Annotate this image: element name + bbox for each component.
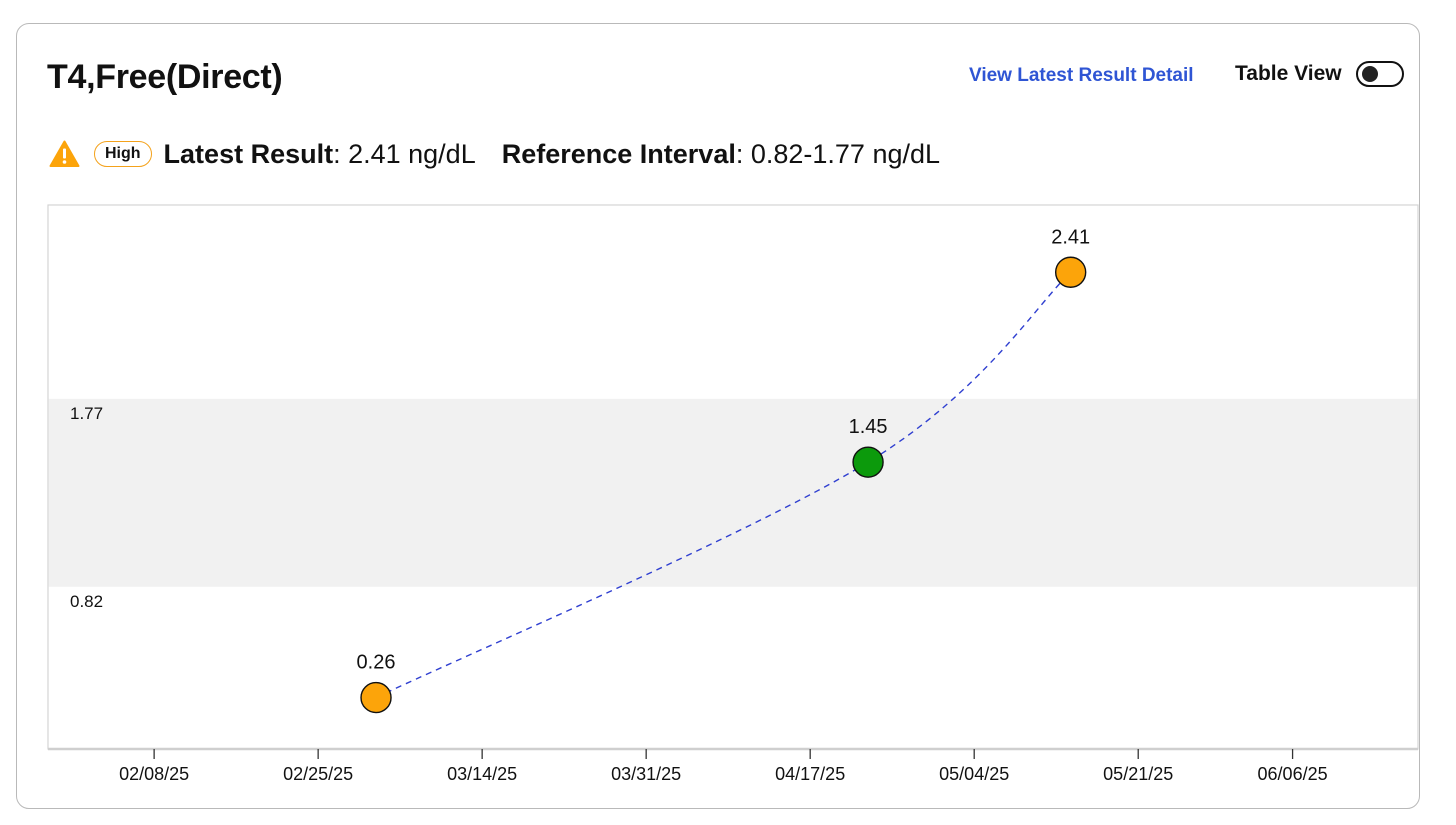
x-tick-label: 02/25/25 <box>283 764 353 784</box>
x-tick-label: 02/08/25 <box>119 764 189 784</box>
x-tick-label: 06/06/25 <box>1258 764 1328 784</box>
reference-high-label: 1.77 <box>70 404 103 423</box>
table-view-label: Table View <box>1235 62 1342 85</box>
reference-low-label: 0.82 <box>70 592 103 611</box>
x-tick-label: 05/04/25 <box>939 764 1009 784</box>
test-title: T4,Free(Direct) <box>47 58 283 96</box>
latest-result-label: Latest Result <box>163 138 334 169</box>
view-latest-result-detail-link[interactable]: View Latest Result Detail <box>969 65 1194 86</box>
reference-interval-label: Reference Interval <box>501 138 736 169</box>
toggle-switch-icon[interactable] <box>1355 61 1404 87</box>
toggle-knob <box>1361 66 1378 82</box>
data-label: 0.26 <box>357 652 396 674</box>
warning-triangle-icon <box>49 140 80 168</box>
status-badge: High <box>94 141 152 167</box>
result-summary: High Latest Result : 2.41 ng/dL Referenc… <box>49 137 940 171</box>
result-card: T4,Free(Direct) View Latest Result Detai… <box>16 23 1420 809</box>
data-label: 2.41 <box>1051 226 1090 248</box>
data-point[interactable] <box>1054 256 1087 288</box>
x-tick-label: 03/14/25 <box>447 764 517 784</box>
trend-chart: 1.77 0.82 02/08/25 02/25/25 03/14/25 03/31/25… <box>47 204 1421 804</box>
latest-result-value: : 2.41 ng/dL <box>333 138 476 169</box>
data-point[interactable] <box>852 446 884 478</box>
table-view-toggle-control[interactable]: Table View <box>1235 61 1404 87</box>
trend-line <box>375 271 1072 699</box>
trend-chart-svg: 1.77 0.82 02/08/25 02/25/25 03/14/25 03/31/25… <box>47 204 1419 784</box>
data-point[interactable] <box>360 681 392 714</box>
data-label: 1.45 <box>849 416 888 438</box>
reference-interval-value: : 0.82-1.77 ng/dL <box>735 138 941 169</box>
x-tick-label: 04/17/25 <box>775 764 845 784</box>
reference-interval-band <box>48 398 1418 587</box>
x-tick-label: 03/31/25 <box>611 764 681 784</box>
x-tick-label: 05/21/25 <box>1103 764 1173 784</box>
